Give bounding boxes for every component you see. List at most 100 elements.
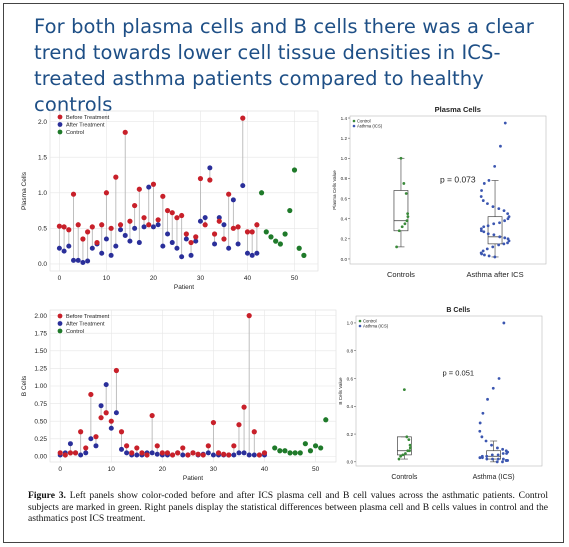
bcell-scatter-before-point xyxy=(261,450,268,456)
bcell-scatter-after-point xyxy=(113,410,119,416)
plasma-scatter-after-point xyxy=(122,232,128,238)
bcell-scatter-y-tick-label: 1.50 xyxy=(34,348,47,355)
plasma-scatter-before-point xyxy=(240,115,246,121)
bcell-scatter-before-point xyxy=(124,443,130,449)
bcell-scatter-before-point xyxy=(185,452,191,458)
bcell-scatter-before-point xyxy=(246,313,252,319)
figure-frame xyxy=(3,3,564,543)
plasma-box-legend-label: Control xyxy=(357,119,371,124)
bcell-box-point xyxy=(408,443,412,447)
plasma-scatter-after-point xyxy=(118,227,124,233)
bcell-box-category-label: Controls xyxy=(391,474,418,481)
plasma-box-point xyxy=(483,253,486,257)
bcell-scatter-chart: 0 10 20 30 40 50 0.00 0.25 0.50 0.75 1.00 1.25 1.50 1… xyxy=(21,309,337,482)
plasma-scatter-before-point xyxy=(117,222,124,228)
bcell-box-y-tick-label: 0.2 xyxy=(347,432,354,437)
plasma-scatter-after-point xyxy=(89,245,95,251)
plasma-scatter-after-point xyxy=(193,238,199,244)
plasma-scatter-before-point xyxy=(66,227,72,233)
bcell-box-y-tick-label: 0.6 xyxy=(347,376,354,381)
plasma-box-y-axis-label: Plasma Cells Value xyxy=(332,170,337,210)
bcell-box-point xyxy=(405,435,409,439)
bcell-scatter-legend-marker xyxy=(57,321,63,326)
plasma-scatter-control-point xyxy=(258,190,265,196)
plasma-scatter-after-point xyxy=(127,238,133,244)
bcell-scatter-y-tick-label: 2.00 xyxy=(34,313,47,320)
plasma-scatter-before-point xyxy=(164,207,171,214)
plasma-box-point xyxy=(486,232,490,236)
plasma-box-point xyxy=(506,217,510,221)
plasma-scatter-after-point xyxy=(132,225,138,231)
plasma-box-point xyxy=(403,222,407,226)
bcell-scatter-x-tick-label: 0 xyxy=(58,466,62,473)
plasma-box-legend-marker xyxy=(352,119,356,123)
plasma-scatter-before-point xyxy=(179,212,185,219)
plasma-scatter-before-point xyxy=(188,239,194,246)
bcell-box-point xyxy=(485,454,489,458)
bcell-scatter-after-point xyxy=(236,450,242,456)
plasma-box-y-tick-label: 0.4 xyxy=(341,216,348,221)
plasma-box-point xyxy=(397,229,401,233)
plasma-scatter-before-point xyxy=(85,229,91,235)
plasma-scatter-before-point xyxy=(56,223,63,229)
plasma-scatter-before-point xyxy=(141,215,147,221)
plasma-box-point xyxy=(492,233,496,237)
bcell-box-point xyxy=(485,457,489,461)
bcell-box-point xyxy=(404,452,407,455)
bcell-scatter-y-tick-label: 0.50 xyxy=(34,418,47,425)
bcell-box-chart: B Cells 0.0 0.2 0.4 0.6 0.8 1.0 B Cells Value Co… xyxy=(338,307,543,481)
bcell-scatter-after-point xyxy=(231,452,237,458)
bcell-box-y-tick-label: 0.0 xyxy=(347,460,354,465)
bcell-scatter-before-point xyxy=(154,443,160,449)
bcell-scatter-before-point xyxy=(180,445,186,451)
plasma-scatter-x-tick-label: 40 xyxy=(244,275,252,282)
bcell-scatter-control-point xyxy=(272,445,278,451)
bcell-scatter-legend-label: After Treatment xyxy=(66,322,105,328)
plasma-scatter-after-point xyxy=(136,240,142,246)
plasma-scatter-after-point xyxy=(80,259,86,265)
bcell-scatter-before-point xyxy=(251,429,257,435)
bcell-box-point xyxy=(406,449,410,453)
plasma-box-point xyxy=(405,219,409,223)
plasma-box-y-tick-label: 1.0 xyxy=(341,156,348,161)
bcell-scatter-after-point xyxy=(108,425,114,431)
plasma-scatter-before-point xyxy=(230,225,236,231)
bcell-scatter-y-tick-label: 0.75 xyxy=(34,401,47,408)
plasma-scatter-before-point xyxy=(61,224,67,230)
plasma-scatter-legend-label: Before Treatment xyxy=(66,115,110,121)
caption-text: Left panels show color-coded before and … xyxy=(28,490,548,524)
bcell-box-point xyxy=(504,459,508,462)
bcell-scatter-after-point xyxy=(134,452,140,458)
plasma-scatter-legend-marker xyxy=(57,122,63,127)
bcell-scatter-before-point xyxy=(226,452,232,458)
bcell-box-point xyxy=(408,446,412,450)
plasma-scatter-after-point xyxy=(165,231,171,237)
plasma-scatter-after-point xyxy=(216,215,222,221)
bcell-box-point xyxy=(481,456,484,460)
plasma-scatter-before-point xyxy=(80,236,86,242)
plasma-scatter-before-point xyxy=(193,234,199,240)
bcell-box-point xyxy=(490,443,493,447)
plasma-scatter-before-point xyxy=(108,225,114,231)
bcell-scatter-after-point xyxy=(246,452,252,458)
bcell-box-point xyxy=(486,397,489,401)
bcell-box-legend-marker xyxy=(358,319,362,323)
plasma-box-point xyxy=(479,195,483,198)
plasma-scatter-after-point xyxy=(244,250,250,256)
plasma-scatter-control-point xyxy=(287,207,293,214)
bcell-scatter-x-tick-label: 20 xyxy=(159,466,167,473)
bcell-scatter-after-point xyxy=(119,446,124,452)
bcell-box-box xyxy=(397,436,412,456)
plasma-box-point xyxy=(480,189,483,192)
bcell-box-legend-marker xyxy=(358,324,362,328)
plasma-scatter-control-point xyxy=(263,229,269,235)
plasma-box-point xyxy=(506,212,510,216)
bcell-scatter-before-point xyxy=(236,422,242,428)
plasma-scatter-y-tick-label: 0.0 xyxy=(38,261,47,268)
plasma-box-y-tick-label: 0.8 xyxy=(341,176,348,181)
plasma-scatter-after-point xyxy=(230,197,236,203)
plasma-scatter-legend-marker xyxy=(57,114,63,120)
bcell-box-y-tick-label: 0.4 xyxy=(347,404,354,409)
bcell-scatter-before-point xyxy=(88,391,94,398)
bcell-box-point xyxy=(401,453,405,457)
